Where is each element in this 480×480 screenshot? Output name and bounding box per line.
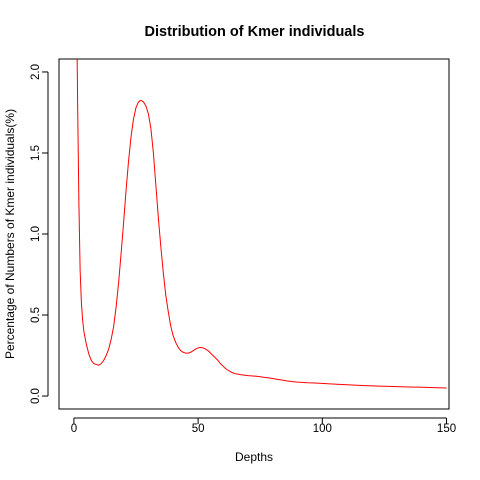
plot-frame [58, 58, 450, 410]
series-group [76, 59, 447, 389]
y-tick-label: 2.0 [30, 64, 42, 80]
chart-title: Distribution of Kmer individuals [145, 24, 365, 40]
y-tick-label: 0.5 [30, 307, 42, 323]
x-tick-label: 50 [192, 423, 205, 435]
x-tick-label: 100 [313, 423, 332, 435]
x-tick-label: 150 [437, 423, 456, 435]
y-tick-label: 1.0 [30, 226, 42, 242]
y-axis-label: Percentage of Numbers of Kmer individual… [3, 109, 17, 359]
series-line [76, 59, 447, 389]
y-tick-label: 0.0 [30, 388, 42, 404]
x-tick-label: 0 [71, 423, 77, 435]
y-tick-label: 1.5 [30, 145, 42, 161]
x-axis-label: Depths [235, 450, 273, 464]
y-axis: 0.0 0.5 1.0 1.5 2.0 [30, 64, 49, 404]
x-axis: 0 50 100 150 [71, 417, 456, 435]
